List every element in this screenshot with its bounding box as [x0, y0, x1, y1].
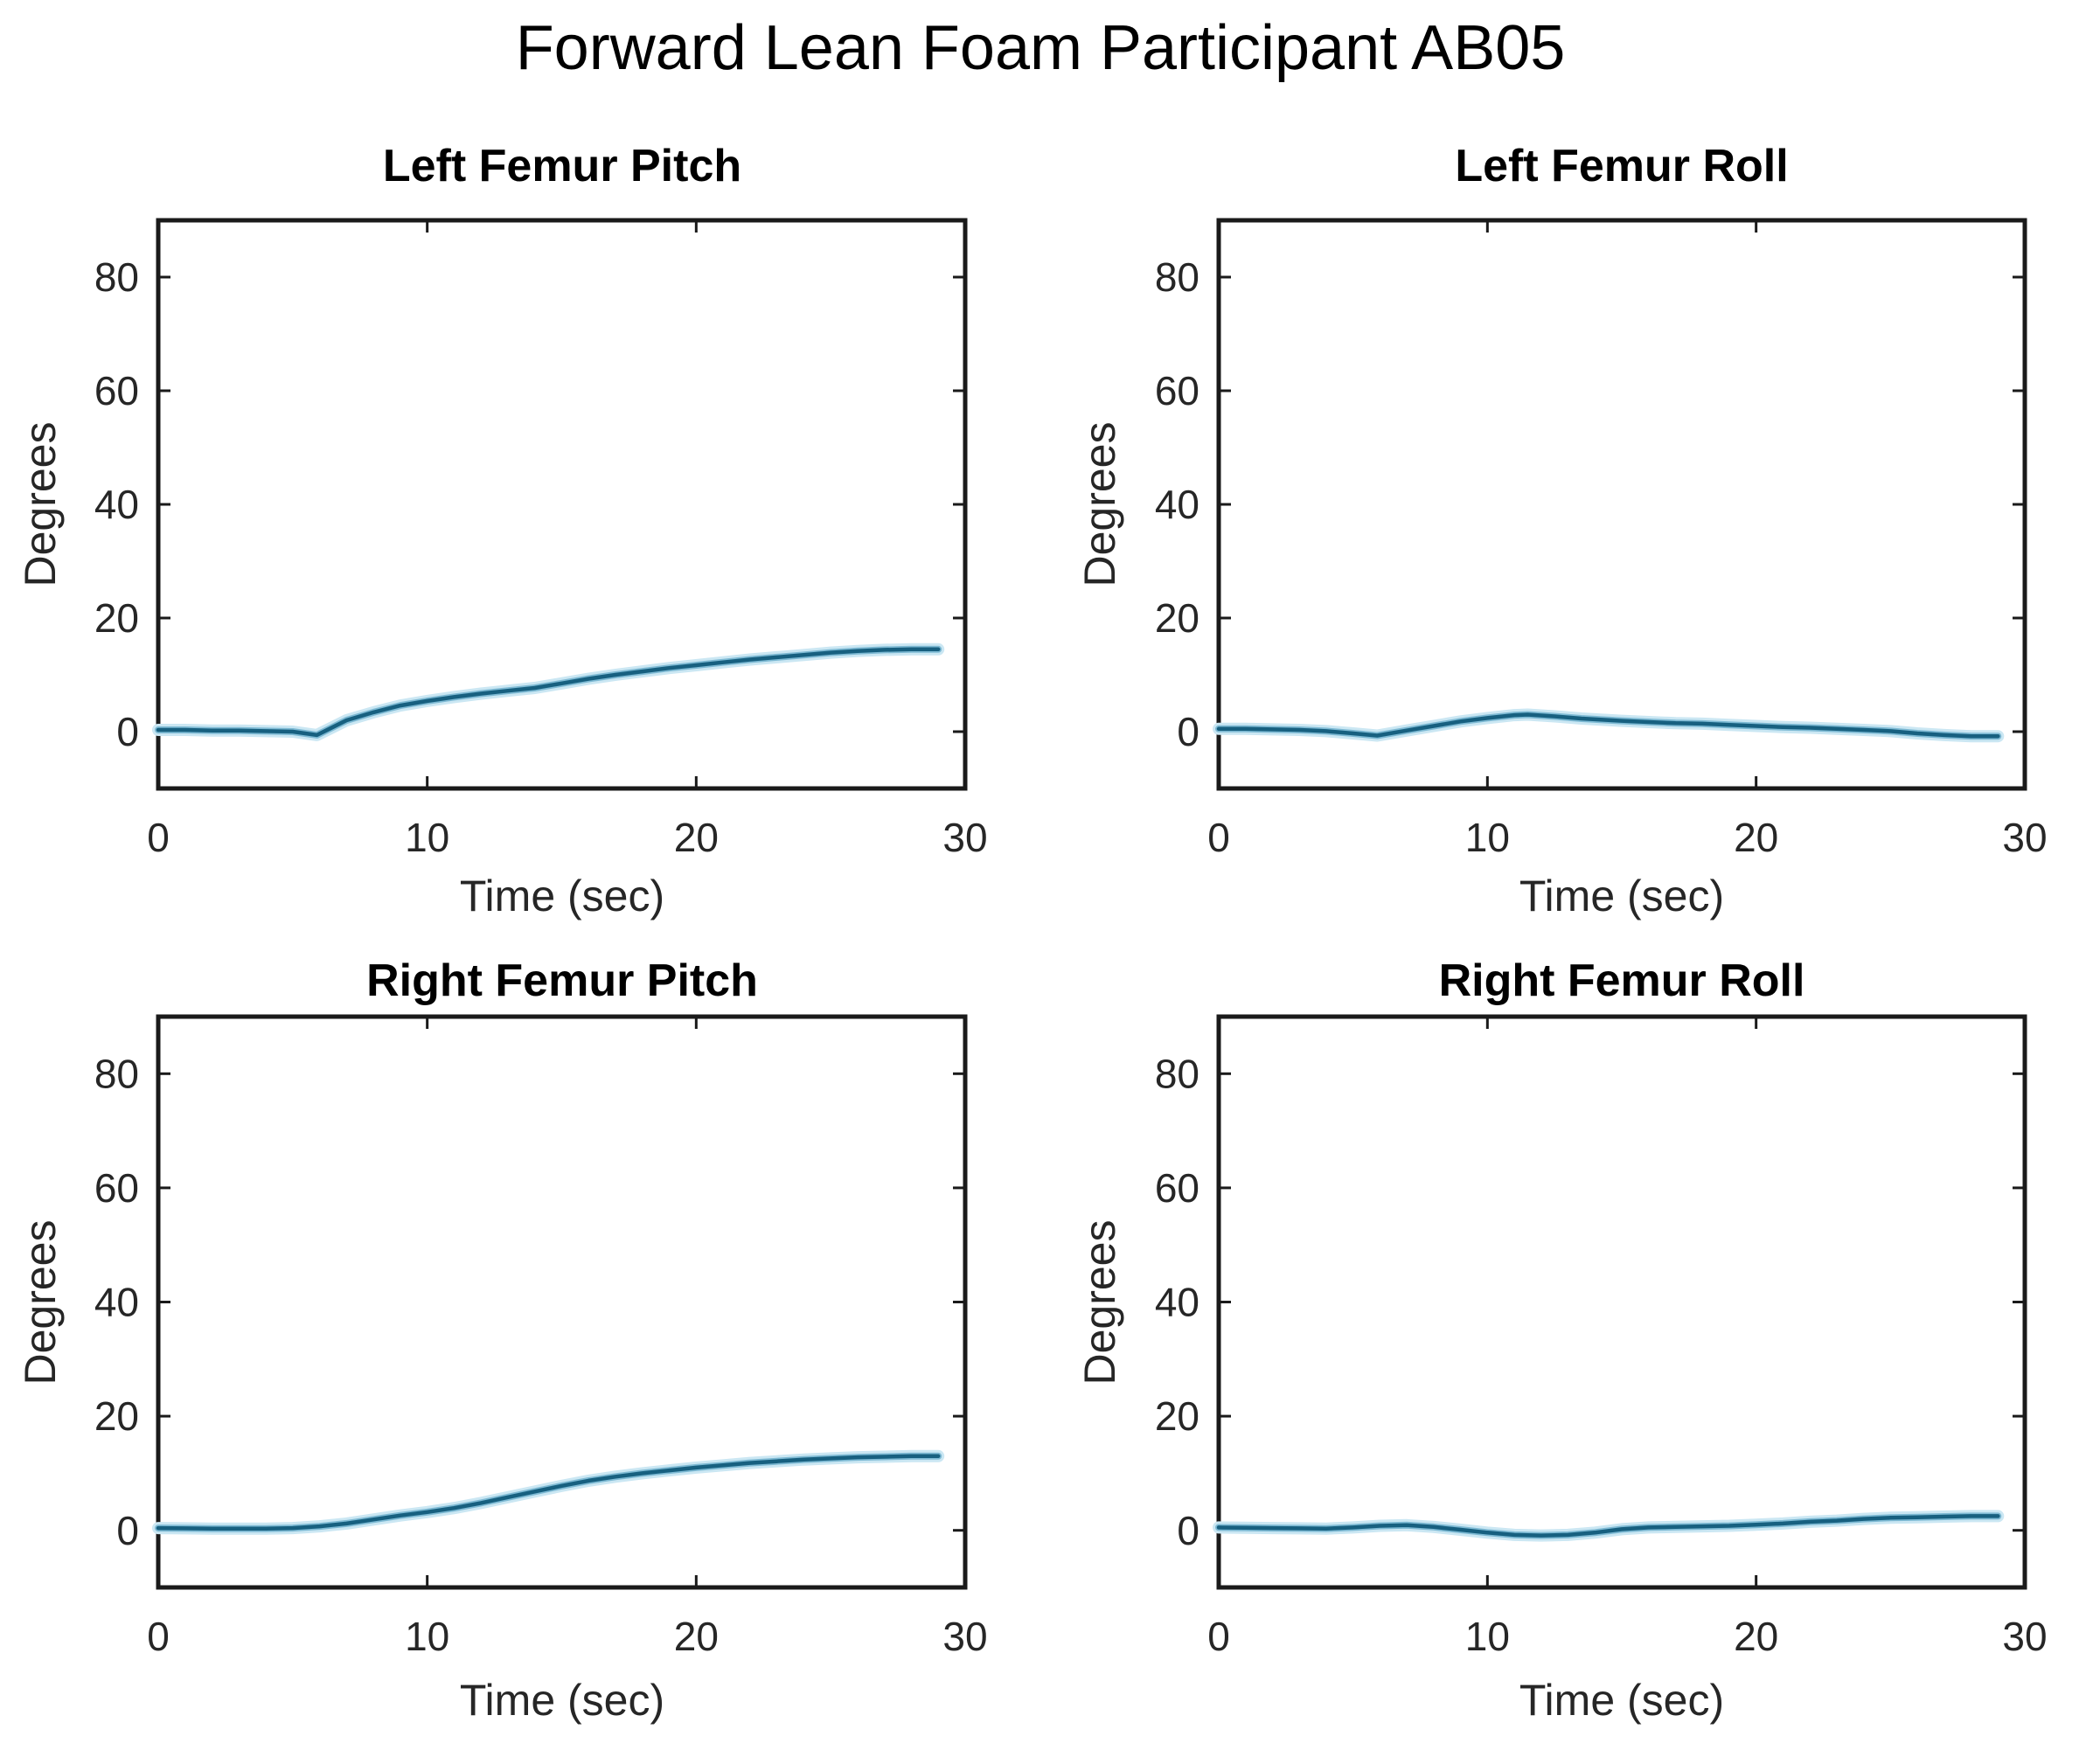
subplot-title-left-femur-pitch: Left Femur Pitch [382, 141, 742, 191]
data-line-glow [152, 642, 945, 741]
x-tick-label: 30 [2002, 1614, 2047, 1659]
subplot-title-left-femur-roll: Left Femur Roll [1455, 141, 1789, 191]
x-tick-label: 0 [1207, 1614, 1230, 1659]
x-axis-label: Time (sec) [459, 1676, 665, 1725]
y-tick-label: 0 [1177, 1508, 1199, 1553]
y-tick-label: 20 [94, 595, 139, 641]
y-tick-label: 0 [116, 1508, 139, 1553]
x-tick-label: 0 [147, 1614, 170, 1659]
subplot-right-femur-pitch: 0 10 20 30 0 20 40 60 80 [94, 1014, 988, 1659]
x-tick-label: 30 [942, 815, 987, 860]
data-line [156, 1454, 941, 1531]
y-tick-label: 40 [94, 482, 139, 527]
y-tick-label: 20 [1155, 595, 1199, 641]
data-line-glow [152, 1449, 945, 1535]
subplot-title-right-femur-pitch: Right Femur Pitch [366, 955, 758, 1006]
x-tick-label: 20 [1734, 1614, 1778, 1659]
y-tick-label: 60 [94, 1165, 139, 1211]
y-tick-label: 80 [94, 254, 139, 300]
y-tick-label: 60 [94, 368, 139, 413]
y-axis-label: Degrees [1075, 421, 1124, 587]
data-line [1216, 1514, 2000, 1538]
subplot-left-femur-roll: 0 10 20 30 0 20 40 60 80 [1155, 218, 2048, 860]
figure-title: Forward Lean Foam Participant AB05 [515, 13, 1566, 83]
x-tick-label: 10 [1465, 1614, 1510, 1659]
x-axis-label: Time (sec) [1519, 872, 1725, 920]
x-axis-label: Time (sec) [1519, 1676, 1725, 1725]
subplot-right-femur-roll: 0 10 20 30 0 20 40 60 80 [1155, 1014, 2048, 1659]
axes-box [156, 1014, 968, 1590]
y-axis-label: Degrees [16, 1219, 65, 1386]
y-tick-label: 80 [94, 1051, 139, 1096]
x-tick-label: 30 [2002, 815, 2047, 860]
y-axis-label: Degrees [16, 421, 65, 587]
subplot-left-femur-pitch: 0 10 20 30 0 20 40 60 80 [94, 218, 988, 860]
x-tick-label: 0 [1207, 815, 1230, 860]
x-tick-label: 30 [942, 1614, 987, 1659]
y-tick-label: 60 [1155, 368, 1199, 413]
y-tick-label: 60 [1155, 1165, 1199, 1211]
x-axis-label: Time (sec) [459, 872, 665, 920]
x-tick-label: 10 [405, 1614, 449, 1659]
x-tick-label: 20 [674, 815, 719, 860]
y-tick-label: 40 [1155, 482, 1199, 527]
y-tick-label: 20 [1155, 1393, 1199, 1439]
y-tick-label: 20 [94, 1393, 139, 1439]
y-tick-label: 80 [1155, 254, 1199, 300]
y-tick-label: 0 [1177, 709, 1199, 754]
axes-box [1216, 218, 2027, 791]
axes-box [156, 218, 968, 791]
x-tick-label: 20 [1734, 815, 1778, 860]
y-axis-label: Degrees [1075, 1219, 1124, 1386]
x-tick-label: 10 [405, 815, 449, 860]
y-tick-label: 80 [1155, 1051, 1199, 1096]
data-line [156, 647, 941, 738]
y-tick-label: 0 [116, 709, 139, 754]
y-tick-label: 40 [94, 1280, 139, 1325]
data-line [1216, 712, 2000, 739]
data-line-halo [155, 645, 942, 739]
x-tick-label: 0 [147, 815, 170, 860]
x-tick-label: 10 [1465, 815, 1510, 860]
subplot-title-right-femur-roll: Right Femur Roll [1438, 955, 1805, 1006]
x-tick-label: 20 [674, 1614, 719, 1659]
y-tick-label: 40 [1155, 1280, 1199, 1325]
axes-box [1216, 1014, 2027, 1590]
